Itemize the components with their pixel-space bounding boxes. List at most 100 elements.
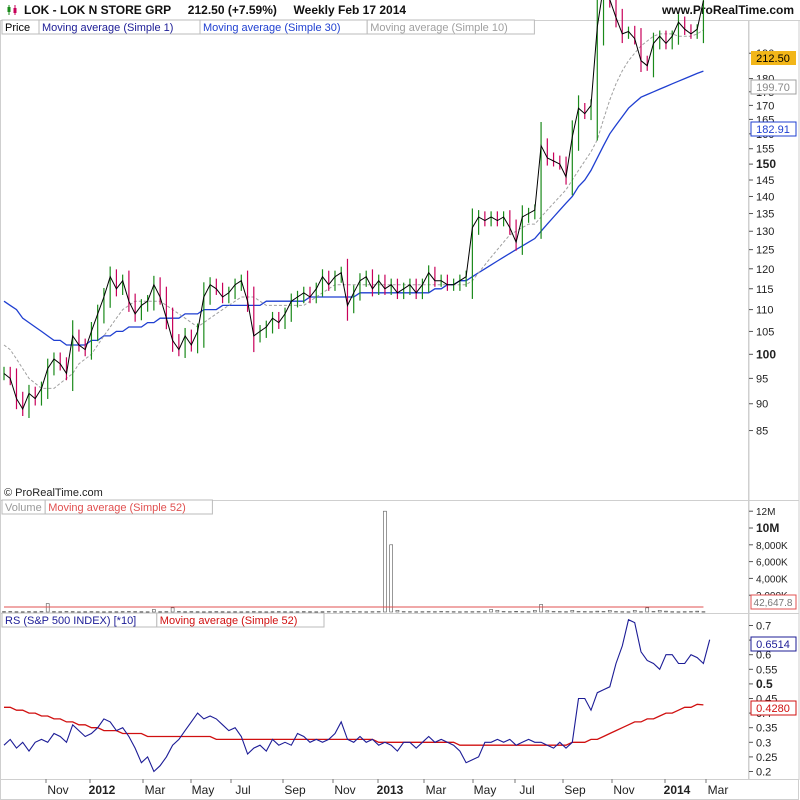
price-tick-label: 170 [756,100,774,112]
price-legend: Price Moving average (Simple 1) Moving ave… [1,19,535,35]
price-tick-label: 155 [756,144,774,156]
volume-legend: Volume Moving average (Simple 52) [1,499,213,515]
volume-bar [401,611,406,613]
time-tick-label: Nov [47,783,68,797]
rs-badge: 0.6514 [750,636,797,652]
legend-label: Moving average (Simple 30) [203,22,341,34]
period-date: Weekly Feb 17 2014 [293,3,407,17]
volume-bar [689,611,693,613]
last-price-badge: 212.50 [751,51,796,65]
volume-bar [620,611,625,613]
legend-label: Moving average (Simple 10) [370,22,508,34]
volume-bar [420,611,425,613]
volume-bar [170,607,175,613]
volume-bar [520,611,525,613]
volume-bar [95,611,100,613]
volume-bar [489,609,493,613]
volume-bar [632,610,637,613]
svg-text:0.6514: 0.6514 [756,639,790,651]
volume-bar [607,610,612,613]
time-tick-label: 2012 [89,783,116,797]
legend-label: RS (S&P 500 INDEX) [*10] [5,615,136,627]
volume-bar [364,611,369,613]
volume-bar [339,611,344,613]
volume-bar [33,611,38,613]
candlestick-icon [7,5,17,15]
rs-tick-label: 0.2 [756,767,771,779]
instrument-title: LOK - LOK N STORE GRP [24,3,172,17]
chart-title: LOK - LOK N STORE GRP 212.50 (+7.59%) We… [24,3,406,17]
volume-bar [651,611,656,613]
volume-bar [276,611,281,613]
volume-tick-label: 8,000K [756,541,788,552]
volume-bar [258,611,262,613]
volume-bar [320,611,325,613]
price-tick-label: 85 [756,426,768,438]
volume-bar [582,611,587,613]
rs-tick-label: 0.6 [756,650,771,662]
legend-label: Moving average (Simple 52) [48,502,186,514]
volume-bar [670,611,675,613]
volume-bar [433,611,437,613]
price-tick-label: 115 [756,284,774,296]
volume-tick-label: 6,000K [756,558,788,569]
volume-bar [514,611,518,613]
volume-tick-label: 4,000K [756,574,788,585]
svg-text:199.70: 199.70 [756,82,790,94]
time-tick-label: Sep [284,783,306,797]
price-tick-label: 95 [756,373,768,385]
volume-bar [264,611,269,613]
price-tick-label: 90 [756,399,768,411]
price-tick-label: 140 [756,191,774,203]
volume-bar [501,611,506,613]
time-tick-label: Nov [334,783,355,797]
price-axis [748,20,800,501]
volume-bar [358,611,362,613]
volume-bar [120,611,125,613]
volume-bar [376,611,381,613]
volume-bar [2,611,6,613]
volume-bars [2,510,706,613]
price-tick-label: 110 [756,305,774,317]
rs-panel [0,613,749,780]
volume-panel [0,500,749,614]
volume-bar [370,611,375,613]
volume-bar [233,611,237,613]
volume-bar [214,611,219,613]
volume-bar [383,510,387,613]
volume-bar [495,610,500,613]
volume-bar [470,611,475,613]
volume-bar [601,611,606,613]
volume-bar [301,611,306,613]
rs-tick-label: 0.55 [756,664,777,676]
volume-bar [133,611,137,613]
volume-bar [177,611,181,613]
legend-box [156,612,325,628]
volume-bar [220,611,225,613]
volume-bar [558,611,562,613]
time-tick-label: Nov [613,783,634,797]
volume-bar [202,611,206,613]
price-bars [3,0,705,418]
rs-ma-badge: 0.4280 [750,700,797,716]
copyright-label: © ProRealTime.com [4,487,103,499]
volume-bar [483,611,487,613]
time-tick-label: 2013 [377,783,404,797]
volume-bar [308,611,312,613]
volume-bar [701,611,706,613]
volume-bar [458,611,462,613]
volume-bar [464,611,468,613]
volume-bar [195,611,200,613]
volume-bar [52,611,56,613]
volume-bar [227,611,231,613]
last-price-change: 212.50 (+7.59%) [187,3,277,17]
volume-bar [245,611,250,613]
volume-bar [445,611,450,613]
volume-bar [414,611,418,613]
rs-tick-label: 0.3 [756,737,771,749]
legend-box [366,19,535,35]
volume-bar [682,611,687,613]
volume-bar [189,611,194,613]
volume-bar [439,611,443,613]
